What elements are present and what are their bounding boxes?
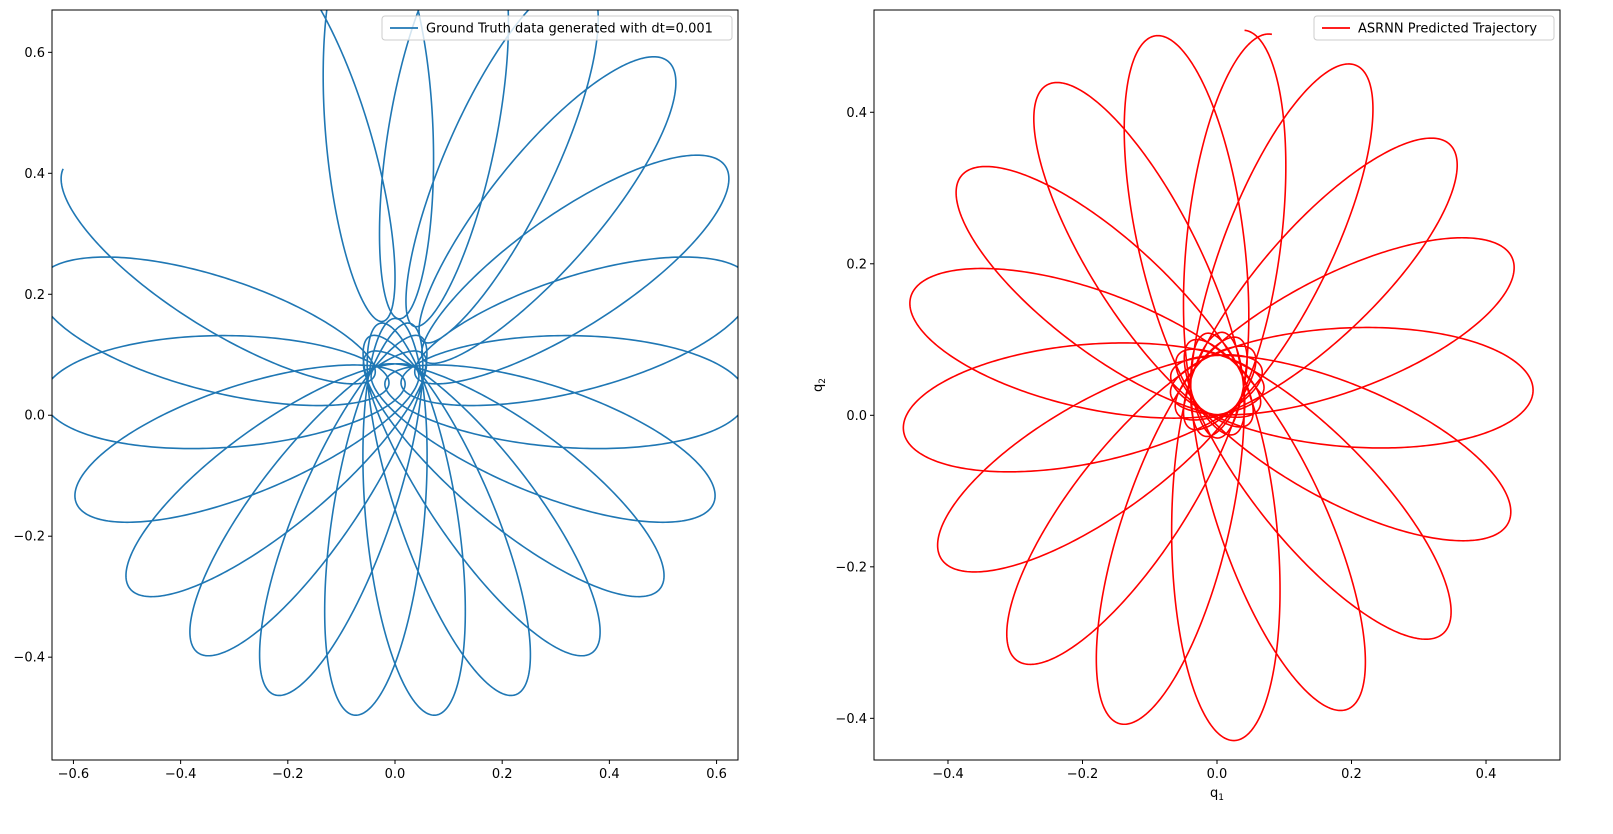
y-tick-label: 0.0 xyxy=(24,409,45,424)
y-tick-label: 0.4 xyxy=(846,106,867,121)
chart-asrnn-prediction: −0.4 −0.2 0.0 0.2 0.4−0.4−0.20.00.20.4q1q2AS… xyxy=(811,9,1561,803)
y-tick-label: −0.4 xyxy=(13,651,45,666)
y-tick-label: −0.2 xyxy=(835,560,867,575)
y-tick-label: 0.2 xyxy=(24,288,45,303)
x-tick-label: −0.2 xyxy=(1067,767,1099,782)
x-tick-label: −0.6 xyxy=(58,767,90,782)
y-tick-label: 0.0 xyxy=(846,409,867,424)
y-tick-label: −0.2 xyxy=(13,530,45,545)
x-tick-label: −0.4 xyxy=(932,767,964,782)
x-tick-label: 0.4 xyxy=(599,767,620,782)
legend-box xyxy=(1313,15,1555,41)
x-tick-label: 0.0 xyxy=(1207,767,1228,782)
y-tick-label: 0.2 xyxy=(846,257,867,272)
x-tick-label: 0.4 xyxy=(1476,767,1497,782)
y-tick-label: 0.6 xyxy=(24,46,45,61)
chart-ground-truth: −0.6 −0.4 −0.2 0.0 0.2 0.4 0.6 −0.4 −0.2 0.0 0.2 0.… xyxy=(13,9,739,782)
legend-box xyxy=(381,15,733,41)
x-tick-label: 0.2 xyxy=(1341,767,1362,782)
x-tick-label: 0.0 xyxy=(385,767,406,782)
legend-label: Ground Truth data generated with dt=0.00… xyxy=(426,22,713,37)
y-tick-label: 0.4 xyxy=(24,167,45,182)
y-tick-label: −0.4 xyxy=(835,712,867,727)
series-line xyxy=(52,10,738,716)
x-tick-label: 0.2 xyxy=(492,767,513,782)
x-tick-label: −0.2 xyxy=(272,767,304,782)
legend-label: ASRNN Predicted Trajectory xyxy=(1358,22,1537,37)
series-line xyxy=(902,29,1534,742)
x-tick-label: −0.4 xyxy=(165,767,197,782)
x-tick-label: 0.6 xyxy=(706,767,727,782)
